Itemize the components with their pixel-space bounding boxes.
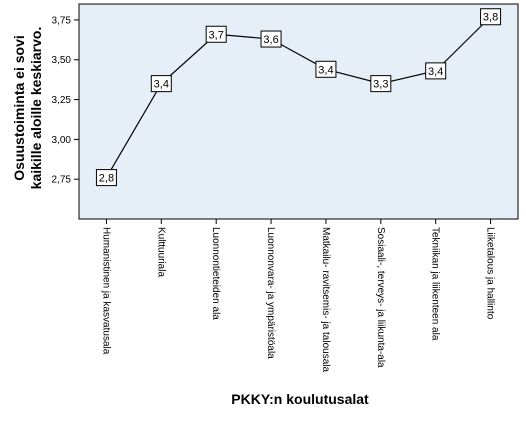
data-point: 3,6 <box>260 30 282 48</box>
y-tick-label: 3,75 <box>52 15 72 26</box>
data-markers: 2,8 3,4 3,7 3,6 3,4 3,3 3,4 3,8 <box>95 8 502 187</box>
data-label: 3,8 <box>483 12 498 24</box>
y-axis-title-line-1: Osuustoiminta ei sovi <box>11 35 27 180</box>
x-category-label: Humanistinen ja kasvatusala <box>100 227 111 355</box>
data-label-box <box>370 75 392 93</box>
data-point: 3,3 <box>370 75 392 93</box>
data-label: 3,4 <box>154 79 169 91</box>
data-point: 3,7 <box>205 25 227 43</box>
plot-area <box>78 3 519 220</box>
data-label-box <box>260 30 282 48</box>
data-point: 3,8 <box>480 8 502 26</box>
x-category-label: Luonnonvara- ja ympäristöala <box>265 227 276 359</box>
y-axis-ticks: 2,75 3,00 3,25 3,50 3,75 <box>52 15 79 186</box>
y-tick-label: 3,00 <box>52 135 72 146</box>
x-category-label: Luonnontieteiden ala <box>210 227 221 320</box>
x-category-label: Liiketalous ja hallinto <box>485 227 496 320</box>
y-tick-label: 3,50 <box>52 55 72 66</box>
data-label: 3,6 <box>263 34 278 46</box>
data-point: 3,4 <box>150 75 172 93</box>
data-label: 3,4 <box>318 64 333 76</box>
x-category-label: Tekniikan ja liikenteen ala <box>430 227 441 341</box>
data-label-box <box>480 8 502 26</box>
data-label-box <box>95 169 117 187</box>
x-category-label: Matkailu- ravitsemis- ja talousala <box>320 227 331 372</box>
data-label-box <box>150 75 172 93</box>
x-category-label: Sosiaali-, terveys- ja liikunta-ala <box>375 227 386 368</box>
y-axis-title-line-2: kaikille aloille keskiarvo. <box>28 27 44 190</box>
data-label: 2,8 <box>99 173 114 185</box>
data-label: 3,4 <box>428 66 443 78</box>
data-point: 3,4 <box>315 60 337 78</box>
x-category-label: Kulttuuriala <box>155 227 166 277</box>
data-label-box <box>315 60 337 78</box>
data-label: 3,3 <box>373 79 388 91</box>
x-axis-title: PKKY:n koulutusalat <box>231 391 369 407</box>
data-label: 3,7 <box>209 29 224 41</box>
data-label-box <box>205 25 227 43</box>
y-tick-label: 3,25 <box>52 95 72 106</box>
x-axis-ticks: Humanistinen ja kasvatusala Kulttuuriala L… <box>100 219 496 372</box>
data-point: 3,4 <box>425 62 447 80</box>
data-point: 2,8 <box>95 169 117 187</box>
data-label-box <box>425 62 447 80</box>
y-tick-label: 2,75 <box>52 175 72 186</box>
